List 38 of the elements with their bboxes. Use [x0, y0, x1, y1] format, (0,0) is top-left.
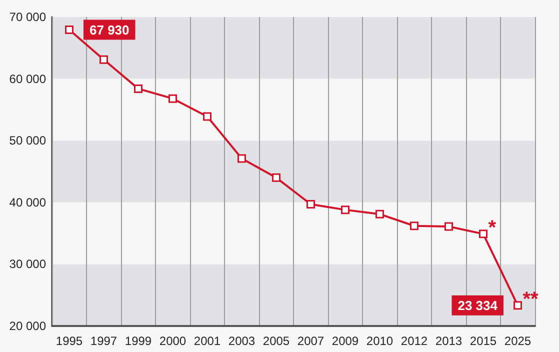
point	[444, 222, 453, 231]
data-label: 67 930	[90, 22, 130, 38]
point	[376, 210, 384, 218]
point	[272, 173, 280, 182]
x-tick-label: 2007	[297, 334, 324, 348]
annotation: *	[488, 216, 496, 239]
x-tick-label: 2001	[194, 334, 221, 348]
y-tick-label: 50 000	[9, 134, 46, 148]
x-tick-label: 2000	[159, 334, 186, 348]
x-tick-label: 2015	[470, 334, 497, 348]
point	[134, 84, 142, 93]
x-tick-label: 2010	[366, 334, 394, 348]
y-tick-label: 20 000	[9, 319, 46, 333]
x-tick-label: 2012	[400, 334, 428, 348]
point	[168, 94, 177, 103]
x-tick-label: 1997	[90, 334, 118, 348]
x-tick-label: 2009	[332, 334, 359, 348]
point	[479, 230, 488, 238]
y-tick-label: 60 000	[9, 72, 46, 86]
x-tick-label: 1995	[56, 334, 83, 348]
annotation: **	[522, 288, 539, 310]
point	[306, 200, 315, 209]
data-label: 23 334	[458, 298, 498, 313]
point	[410, 222, 418, 230]
x-tick-label: 2025	[504, 334, 532, 348]
x-tick-label: 2005	[262, 334, 290, 348]
y-tick-label: 70 000	[9, 10, 46, 24]
x-tick-label: 2003	[228, 334, 256, 348]
point	[238, 154, 246, 163]
point	[341, 206, 350, 214]
x-tick-label: 1999	[124, 334, 152, 348]
point	[203, 112, 212, 121]
x-tick-label: 2013	[435, 334, 462, 348]
point	[514, 301, 522, 310]
y-tick-label: 40 000	[9, 195, 46, 210]
point	[65, 26, 74, 34]
point	[100, 55, 108, 64]
y-tick-label: 30 000	[9, 257, 46, 272]
